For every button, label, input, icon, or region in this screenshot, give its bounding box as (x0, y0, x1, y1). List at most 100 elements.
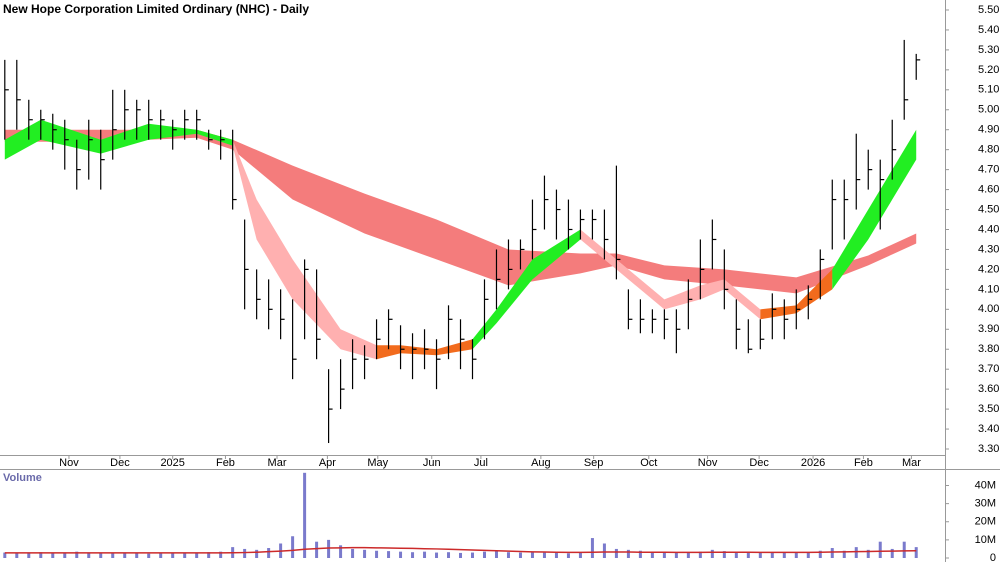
volume-bar (471, 552, 474, 558)
volume-bar (15, 553, 19, 558)
volume-bar (291, 536, 295, 558)
volume-bar (542, 552, 546, 558)
x-tick-label: May (367, 457, 388, 469)
x-tick-label: Jul (474, 457, 488, 469)
volume-bar (782, 552, 786, 558)
volume-bar (902, 541, 906, 558)
volume-bar (710, 549, 714, 558)
x-tick-label: Dec (110, 457, 130, 469)
y-tick-label: 5.10 (978, 84, 999, 96)
y-tick-label: 4.70 (978, 164, 999, 176)
volume-bar (39, 552, 43, 558)
volume-bar (686, 552, 690, 558)
y-tick-label: 5.40 (978, 24, 999, 36)
volume-bar (698, 551, 702, 558)
volume-label: Volume (3, 472, 42, 484)
volume-bar (674, 552, 678, 558)
volume-bar (243, 548, 247, 558)
ma-band (832, 129, 917, 290)
y-tick-label: 3.80 (978, 343, 999, 355)
x-tick-label: Mar (268, 457, 287, 469)
x-tick-label: Jun (423, 457, 441, 469)
volume-bar (423, 551, 427, 558)
volume-bar (530, 551, 534, 558)
volume-bar (842, 550, 846, 558)
volume-bar (63, 552, 67, 558)
volume-bar (482, 551, 486, 558)
volume-bar (554, 552, 558, 558)
volume-bar (854, 547, 858, 558)
y-tick-label: 20M (975, 516, 996, 528)
volume-bar (375, 550, 379, 558)
x-tick-label: Dec (749, 457, 769, 469)
volume-bar (722, 551, 726, 558)
y-tick-label: 3.60 (978, 383, 999, 395)
y-tick-label: 5.00 (978, 104, 999, 116)
volume-bar (494, 551, 498, 558)
volume-bar (75, 551, 79, 558)
y-tick-label: 5.30 (978, 44, 999, 56)
volume-bar (518, 552, 522, 558)
volume-bar (435, 552, 439, 558)
volume-bar (878, 541, 882, 558)
y-tick-label: 5.50 (978, 4, 999, 16)
volume-bar (758, 552, 762, 558)
y-tick-label: 3.40 (978, 423, 999, 435)
volume-bar (566, 553, 570, 558)
x-tick-label: Mar (902, 457, 921, 469)
volume-bar (339, 545, 343, 558)
x-tick-label: Feb (854, 457, 873, 469)
y-tick-label: 10M (975, 534, 996, 546)
y-tick-label: 3.70 (978, 363, 999, 375)
volume-bar (770, 552, 774, 558)
y-tick-label: 4.40 (978, 223, 999, 235)
x-tick-label: Aug (531, 457, 551, 469)
volume-average (4, 546, 917, 554)
y-tick-label: 40M (975, 479, 996, 491)
x-tick-label: Oct (640, 457, 657, 469)
volume-bar (447, 552, 451, 558)
y-tick-label: 0 (990, 552, 996, 562)
y-tick-label: 4.50 (978, 203, 999, 215)
volume-bar (99, 553, 103, 558)
volume-bar (638, 550, 642, 558)
volume-bar (578, 552, 582, 558)
volume-bar (626, 549, 630, 558)
volume-bar (207, 552, 211, 558)
volume-bar (399, 551, 403, 558)
volume-bar (746, 551, 750, 558)
x-tick-label: Apr (319, 457, 336, 469)
volume-bar (159, 552, 163, 558)
volume-bar (806, 552, 810, 558)
y-tick-label: 4.30 (978, 243, 999, 255)
volume-bar (914, 547, 918, 558)
volume-bar (590, 538, 594, 558)
volume-bar (662, 552, 666, 558)
y-tick-label: 4.00 (978, 303, 999, 315)
volume-bar (147, 553, 151, 558)
volume-bar (183, 553, 187, 558)
volume-bar (195, 552, 199, 558)
ma-band (472, 229, 581, 350)
y-tick-label: 5.20 (978, 64, 999, 76)
volume-bar (171, 553, 175, 558)
x-tick-label: Nov (698, 457, 718, 469)
y-tick-label: 4.90 (978, 124, 999, 136)
volume-bar (830, 548, 834, 558)
volume-bar (351, 548, 355, 558)
volume-bar (614, 548, 618, 558)
volume-bar (459, 552, 463, 558)
volume-bar (506, 552, 510, 558)
x-tick-label: Feb (216, 457, 235, 469)
volume-bar (111, 553, 115, 558)
volume-bar (3, 552, 7, 558)
volume-bar (602, 543, 606, 558)
x-tick-label: 2025 (160, 457, 184, 469)
volume-bar (387, 551, 391, 558)
y-tick-label: 30M (975, 498, 996, 510)
y-tick-label: 3.50 (978, 403, 999, 415)
volume-bar (315, 541, 319, 558)
volume-bar (51, 553, 55, 558)
